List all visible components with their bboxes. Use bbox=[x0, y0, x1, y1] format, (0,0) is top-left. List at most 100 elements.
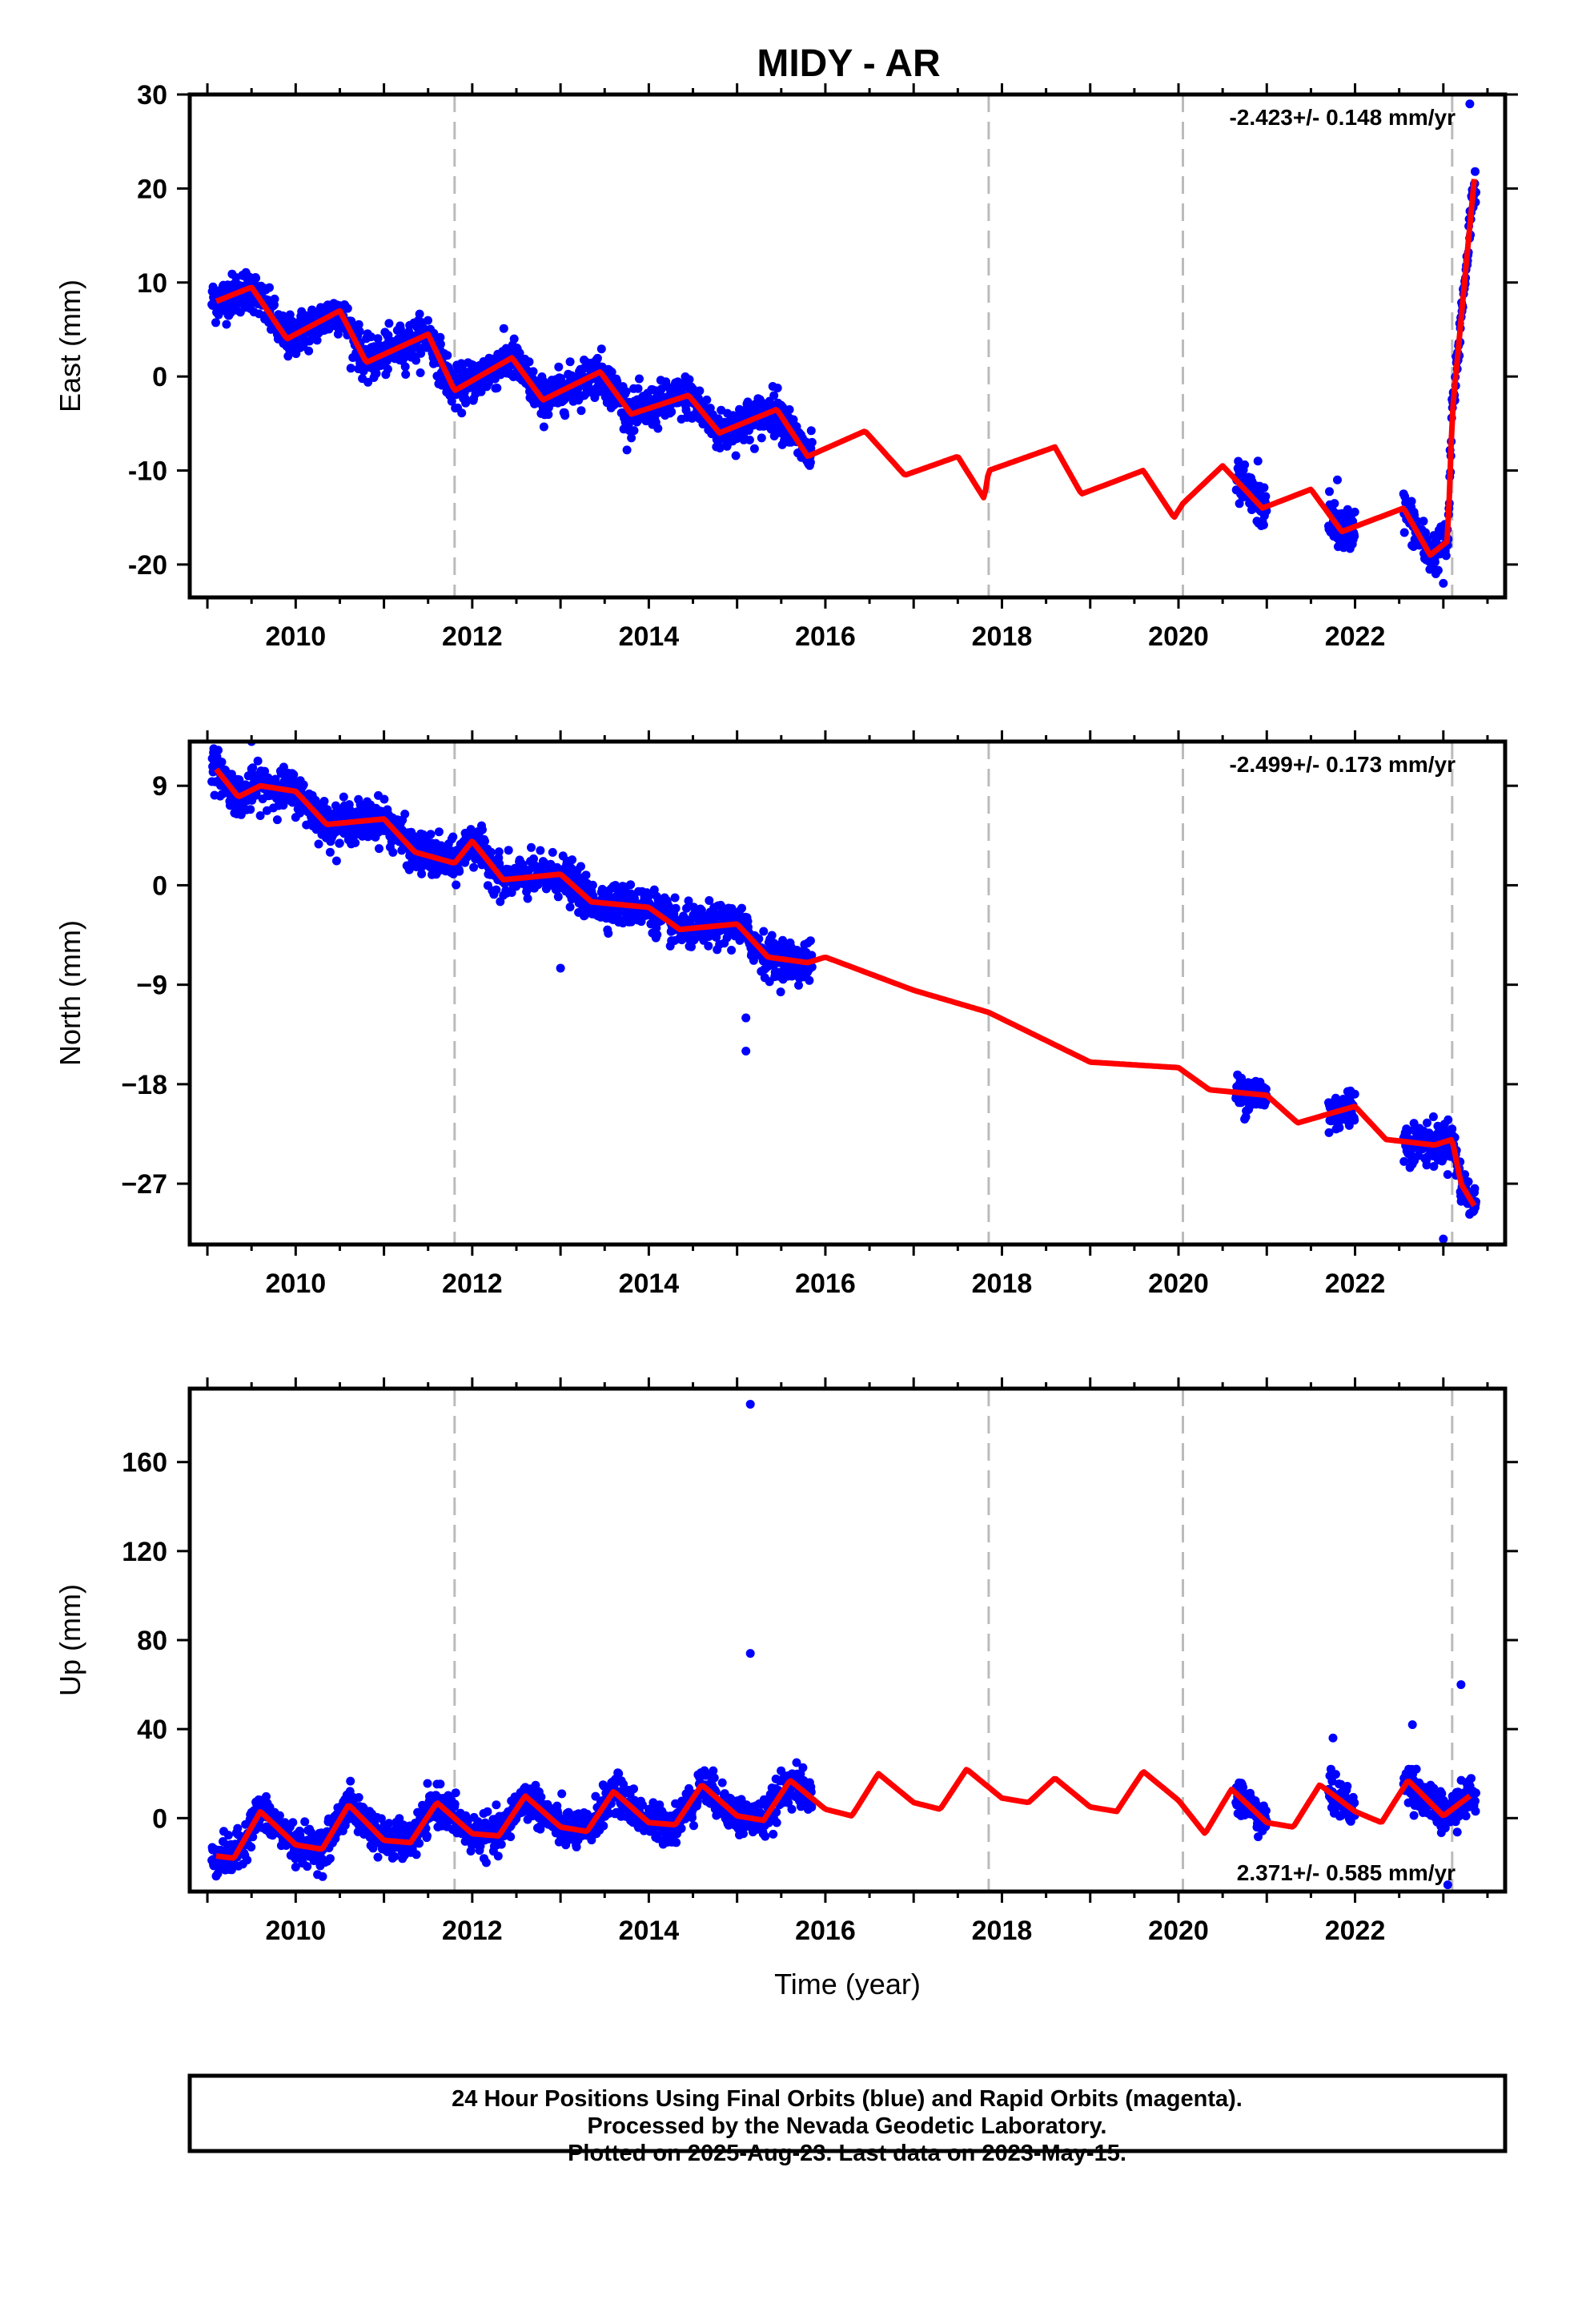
data-point bbox=[272, 815, 282, 825]
data-point bbox=[727, 946, 737, 955]
x-tick-label: 2020 bbox=[1148, 621, 1209, 652]
data-point bbox=[731, 451, 741, 460]
data-point bbox=[531, 1780, 540, 1790]
x-tick-label: 2020 bbox=[1148, 1269, 1209, 1299]
data-point bbox=[684, 896, 693, 906]
data-point bbox=[436, 332, 445, 342]
north-rate-label: -2.499+/- 0.173 mm/yr bbox=[1229, 752, 1456, 777]
data-point bbox=[496, 1839, 506, 1849]
data-point bbox=[592, 353, 602, 363]
data-point bbox=[1428, 1112, 1438, 1121]
data-point bbox=[644, 891, 653, 901]
data-point bbox=[455, 866, 464, 876]
data-point bbox=[300, 1817, 310, 1827]
data-point bbox=[1433, 565, 1443, 575]
east-panel: 2010 2012 2014 2016 2018 2020 2022-20-10010203… bbox=[54, 80, 1518, 652]
data-point bbox=[1423, 1118, 1431, 1128]
data-point bbox=[424, 316, 432, 325]
y-tick-label: -20 bbox=[128, 550, 167, 581]
data-point bbox=[806, 426, 816, 436]
outlier-point bbox=[1439, 1234, 1448, 1244]
data-point bbox=[476, 387, 486, 396]
north-plot-area bbox=[207, 742, 1480, 1244]
data-point bbox=[1422, 1160, 1431, 1170]
data-point bbox=[1447, 1124, 1457, 1134]
data-point bbox=[339, 792, 348, 802]
data-point bbox=[769, 391, 779, 400]
data-point bbox=[705, 896, 714, 905]
data-point bbox=[448, 832, 458, 842]
data-point bbox=[1350, 1089, 1359, 1099]
data-point bbox=[233, 1823, 243, 1833]
data-point bbox=[373, 1852, 383, 1862]
data-point bbox=[423, 1779, 432, 1788]
data-point bbox=[607, 368, 616, 377]
data-point bbox=[565, 357, 575, 367]
data-point bbox=[299, 780, 308, 790]
data-point bbox=[627, 433, 636, 443]
north-panel: 2010 2012 2014 2016 2018 2020 2022−27−18−909No… bbox=[54, 730, 1518, 1299]
data-point bbox=[614, 1769, 624, 1779]
data-point bbox=[1350, 1116, 1359, 1125]
data-point bbox=[1460, 1170, 1470, 1180]
data-point bbox=[325, 1854, 335, 1864]
outlier-point bbox=[1465, 99, 1475, 109]
data-point bbox=[612, 376, 622, 386]
x-tick-label: 2010 bbox=[266, 1269, 327, 1299]
data-point bbox=[289, 770, 299, 779]
data-point bbox=[757, 433, 766, 443]
data-point bbox=[288, 1818, 298, 1827]
y-tick-label: −27 bbox=[121, 1169, 167, 1200]
data-point bbox=[1419, 517, 1428, 526]
data-point bbox=[576, 862, 585, 871]
data-point bbox=[572, 1842, 581, 1852]
data-point bbox=[247, 1843, 256, 1852]
data-point bbox=[633, 384, 643, 393]
up-plot-area bbox=[207, 1399, 1480, 1890]
data-point bbox=[270, 294, 279, 304]
data-point bbox=[1399, 528, 1409, 537]
data-point bbox=[423, 1831, 432, 1840]
data-point bbox=[805, 936, 815, 946]
data-point bbox=[1350, 532, 1359, 541]
data-point bbox=[715, 444, 725, 452]
data-point bbox=[450, 1799, 460, 1809]
data-point bbox=[544, 410, 553, 420]
x-tick-label: 2012 bbox=[442, 621, 503, 652]
data-point bbox=[379, 794, 389, 804]
data-point bbox=[1429, 1162, 1439, 1171]
data-point bbox=[384, 1819, 394, 1828]
data-point bbox=[745, 435, 754, 444]
data-point bbox=[480, 836, 489, 846]
y-tick-label: 20 bbox=[137, 174, 167, 204]
x-tick-label: 2014 bbox=[619, 621, 680, 652]
data-point bbox=[1325, 487, 1334, 497]
data-point bbox=[509, 334, 519, 344]
north-y-axis-label: North (mm) bbox=[54, 920, 86, 1066]
data-point bbox=[653, 424, 663, 433]
data-point bbox=[565, 903, 575, 912]
data-point bbox=[749, 955, 758, 965]
data-point bbox=[279, 801, 288, 810]
data-point bbox=[1443, 1115, 1453, 1124]
data-point bbox=[346, 364, 355, 373]
data-point bbox=[388, 847, 398, 857]
data-point bbox=[291, 1862, 300, 1872]
data-point bbox=[227, 770, 236, 779]
data-point bbox=[652, 923, 661, 933]
data-point bbox=[447, 396, 456, 406]
data-point bbox=[211, 318, 220, 328]
outlier-point bbox=[741, 1046, 751, 1055]
data-point bbox=[499, 324, 508, 333]
x-tick-label: 2022 bbox=[1325, 1269, 1386, 1299]
data-point bbox=[1407, 497, 1416, 506]
y-tick-label: 0 bbox=[152, 870, 167, 901]
data-point bbox=[493, 1852, 503, 1861]
data-point bbox=[319, 797, 329, 806]
data-point bbox=[794, 980, 803, 990]
data-point bbox=[536, 1792, 546, 1802]
data-point bbox=[622, 445, 632, 455]
y-tick-label: -10 bbox=[128, 456, 167, 487]
data-point bbox=[400, 362, 410, 372]
data-point bbox=[749, 444, 759, 453]
